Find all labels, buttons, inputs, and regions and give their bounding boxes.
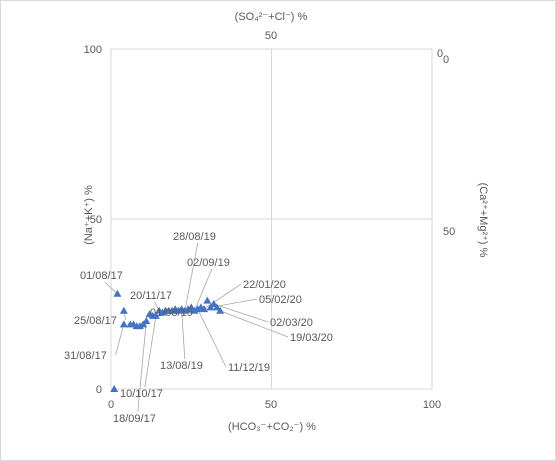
data-label: 18/09/17 (113, 413, 156, 425)
top-axis-title: (SO₄²⁻+Cl⁻) % (235, 11, 308, 23)
data-point-marker (119, 320, 128, 328)
data-point-marker (216, 306, 225, 314)
data-label: 19/03/20 (290, 332, 333, 344)
right-tick-label: 0 (443, 54, 449, 66)
data-point-marker (142, 317, 151, 324)
data-point-marker (110, 385, 119, 392)
leader-lines (104, 242, 289, 413)
right-axis-title: (Ca²⁺+Mg²⁺) % (477, 183, 489, 258)
x-tick-label: 100 (423, 399, 441, 411)
y-tick-label: 50 (90, 214, 102, 226)
right-tick-label: 0 (437, 48, 443, 60)
y-tick-label: 0 (96, 384, 102, 396)
top-tick-label: 50 (265, 30, 277, 42)
leader-line (104, 281, 118, 295)
data-labels: 01/08/17 25/08/17 31/08/17 18/09/17 10/10/17… (64, 231, 333, 425)
y-tick-label: 100 (84, 44, 102, 56)
data-label: 31/08/17 (64, 350, 107, 362)
data-point-marker (212, 303, 221, 311)
data-label: 11/12/19 (228, 362, 270, 374)
right-tick-label: 50 (443, 226, 455, 238)
data-point-marker (151, 311, 160, 319)
x-tick-label: 50 (265, 399, 277, 411)
leader-line (184, 242, 199, 311)
data-label: 20/11/17 (130, 290, 172, 302)
data-point-marker (113, 289, 122, 297)
x-axis-title: (HCO₃⁻+CO₂⁻) % (228, 421, 316, 433)
leader-line (219, 310, 289, 338)
data-point-marker (203, 296, 212, 304)
x-tick-label: 0 (108, 399, 114, 411)
leader-line (137, 320, 147, 413)
data-point-marker (187, 303, 196, 311)
data-label: 02/09/19 (187, 257, 230, 269)
y-axis-title: (Na⁺+K⁺) % (83, 185, 95, 245)
data-point-marker (119, 306, 128, 314)
data-markers (110, 289, 225, 392)
leader-line (115, 324, 125, 356)
leader-line (181, 309, 186, 360)
data-point-marker (200, 305, 209, 313)
data-label: 13/08/19 (160, 360, 203, 372)
leader-line (144, 315, 157, 388)
leader-line (197, 308, 227, 368)
leader-line (194, 268, 213, 311)
data-point-marker (209, 300, 218, 307)
data-label: 01/08/17 (80, 270, 123, 282)
data-label: 05/02/20 (259, 294, 302, 306)
data-label: 10/10/17 (120, 388, 163, 400)
data-label: 02/03/20 (270, 317, 313, 329)
data-label: 22/01/20 (243, 279, 286, 291)
data-label: 25/08/17 (74, 315, 117, 327)
data-label: 01/08/19 (150, 307, 193, 319)
data-label: 28/08/19 (173, 231, 216, 243)
leader-line (213, 303, 269, 323)
